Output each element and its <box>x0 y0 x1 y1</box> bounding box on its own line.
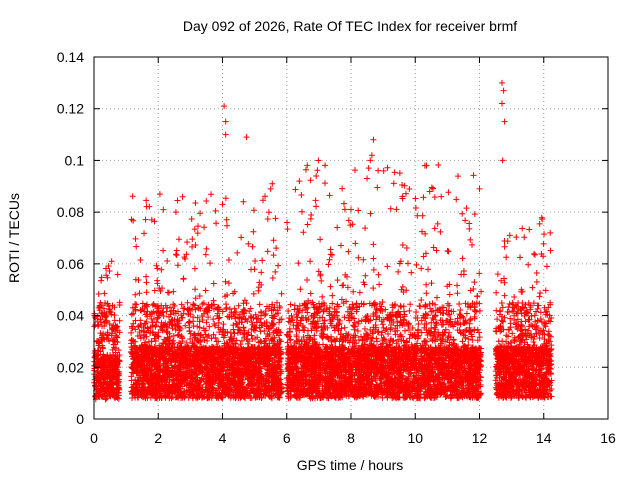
data-point <box>154 265 161 272</box>
data-point <box>109 325 116 332</box>
data-point <box>107 372 114 379</box>
data-point <box>116 299 123 306</box>
data-point <box>97 359 104 366</box>
data-point <box>106 357 113 364</box>
data-point <box>109 302 116 309</box>
data-point <box>116 357 123 364</box>
data-point <box>111 317 118 324</box>
data-point <box>113 356 120 363</box>
data-point <box>111 344 118 351</box>
data-point <box>103 359 110 366</box>
data-point <box>111 337 118 344</box>
data-point <box>105 262 112 269</box>
data-point <box>97 316 104 323</box>
data-point <box>111 312 118 319</box>
data-point <box>106 268 113 275</box>
data-point <box>103 313 110 320</box>
data-point <box>101 319 108 326</box>
data-point <box>95 304 102 311</box>
data-point <box>93 338 100 345</box>
data-point <box>94 323 101 330</box>
data-point <box>116 385 123 392</box>
data-point <box>96 302 103 309</box>
data-point <box>106 308 113 315</box>
data-point <box>110 336 117 343</box>
data-point <box>100 330 107 337</box>
data-point <box>104 380 111 387</box>
data-point <box>91 365 98 372</box>
data-point <box>99 356 106 363</box>
data-point <box>98 334 105 341</box>
data-point <box>107 392 114 399</box>
data-point <box>100 373 107 380</box>
data-point <box>114 377 121 384</box>
data-point <box>99 385 106 392</box>
data-point <box>102 265 109 272</box>
data-point <box>141 230 148 237</box>
data-point <box>99 342 106 349</box>
data-point <box>112 355 119 362</box>
data-point <box>102 388 109 395</box>
data-point <box>94 313 101 320</box>
data-point <box>101 290 108 297</box>
data-point <box>104 331 111 338</box>
data-point <box>95 347 102 354</box>
data-point <box>102 314 109 321</box>
data-point <box>116 351 123 358</box>
data-points <box>91 79 555 403</box>
data-point <box>94 377 101 384</box>
data-point <box>114 323 121 330</box>
data-point <box>100 366 107 373</box>
data-point <box>110 380 117 387</box>
data-point <box>95 290 102 297</box>
data-point <box>108 326 115 333</box>
data-point <box>107 352 114 359</box>
data-point <box>100 305 107 312</box>
data-point <box>98 369 105 376</box>
data-point <box>115 376 122 383</box>
data-point <box>194 230 201 237</box>
data-point <box>191 265 198 272</box>
data-point <box>103 395 110 402</box>
data-point <box>98 277 105 284</box>
data-point <box>112 349 119 356</box>
data-point <box>178 301 185 308</box>
data-point <box>91 353 98 360</box>
data-point <box>102 396 109 403</box>
data-point <box>99 345 106 352</box>
data-point <box>96 393 103 400</box>
data-point <box>104 274 111 281</box>
data-point <box>98 310 105 317</box>
data-point <box>238 337 245 344</box>
data-point <box>92 383 99 390</box>
data-point <box>104 332 111 339</box>
data-point <box>115 347 122 354</box>
data-point <box>110 364 117 371</box>
data-point <box>103 272 110 279</box>
data-point <box>114 271 121 278</box>
data-point <box>109 346 116 353</box>
data-point <box>101 309 108 316</box>
data-point <box>95 379 102 386</box>
data-point <box>98 274 105 281</box>
data-point <box>101 363 108 370</box>
data-point <box>116 329 123 336</box>
data-point <box>106 321 113 328</box>
data-point <box>110 369 117 376</box>
data-point <box>114 361 121 368</box>
data-point <box>103 366 110 373</box>
data-point <box>114 339 121 346</box>
data-point <box>92 321 99 328</box>
